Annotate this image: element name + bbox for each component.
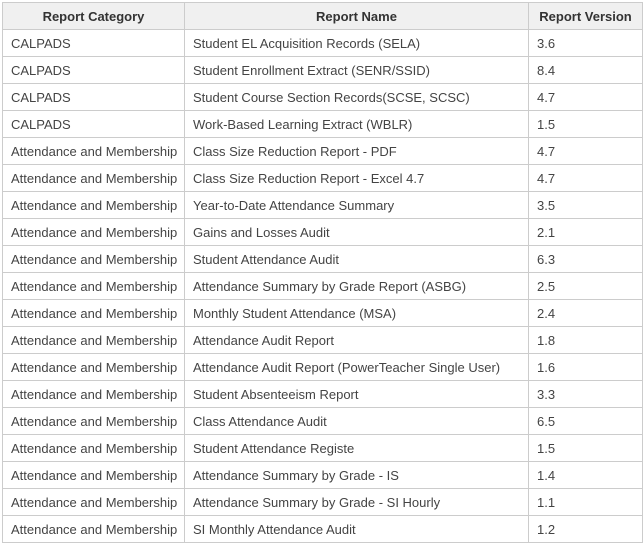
cell-name: Attendance Summary by Grade Report (ASBG… [184,272,529,300]
cell-name: Monthly Student Attendance (MSA) [184,299,529,327]
cell-category: Attendance and Membership [2,164,185,192]
cell-name: Work-Based Learning Extract (WBLR) [184,110,529,138]
column-header-report-version: Report Version [528,2,643,30]
cell-category: Attendance and Membership [2,353,185,381]
cell-version: 4.7 [528,164,643,192]
cell-version: 4.7 [528,137,643,165]
cell-version: 6.5 [528,407,643,435]
cell-category: Attendance and Membership [2,191,185,219]
cell-category: Attendance and Membership [2,515,185,543]
cell-version: 2.1 [528,218,643,246]
column-header-report-name: Report Name [184,2,529,30]
table-row: Attendance and Membership Class Size Redu… [2,164,643,192]
cell-name: Attendance Audit Report (PowerTeacher Si… [184,353,529,381]
cell-category: Attendance and Membership [2,272,185,300]
cell-category: Attendance and Membership [2,380,185,408]
cell-category: Attendance and Membership [2,137,185,165]
cell-category: Attendance and Membership [2,326,185,354]
cell-version: 1.2 [528,515,643,543]
table-row: Attendance and Membership Class Attendanc… [2,407,643,435]
column-header-report-category: Report Category [2,2,185,30]
cell-category: CALPADS [2,29,185,57]
cell-name: Class Size Reduction Report - Excel 4.7 [184,164,529,192]
table-row: Attendance and Membership Student Attenda… [2,434,643,462]
table-row: Attendance and Membership Monthly Student… [2,299,643,327]
cell-version: 3.5 [528,191,643,219]
cell-version: 1.4 [528,461,643,489]
cell-name: Class Size Reduction Report - PDF [184,137,529,165]
cell-version: 1.6 [528,353,643,381]
cell-version: 2.5 [528,272,643,300]
cell-version: 1.5 [528,434,643,462]
cell-category: Attendance and Membership [2,488,185,516]
table-row: CALPADS Student Enrollment Extract (SENR/… [2,56,643,84]
cell-category: CALPADS [2,83,185,111]
table-row: Attendance and Membership Attendance Audi… [2,353,643,381]
cell-name: Student Attendance Registe [184,434,529,462]
cell-version: 1.1 [528,488,643,516]
cell-version: 4.7 [528,83,643,111]
cell-name: Gains and Losses Audit [184,218,529,246]
cell-name: Attendance Summary by Grade - IS [184,461,529,489]
cell-name: Student Enrollment Extract (SENR/SSID) [184,56,529,84]
cell-version: 6.3 [528,245,643,273]
table-row: Attendance and Membership Year-to-Date At… [2,191,643,219]
cell-category: CALPADS [2,56,185,84]
cell-name: Year-to-Date Attendance Summary [184,191,529,219]
cell-name: Student Absenteeism Report [184,380,529,408]
cell-category: Attendance and Membership [2,461,185,489]
cell-category: Attendance and Membership [2,299,185,327]
table-row: Attendance and Membership Attendance Summ… [2,461,643,489]
cell-name: Student EL Acquisition Records (SELA) [184,29,529,57]
table-body: CALPADS Student EL Acquisition Records (S… [2,29,643,543]
table-header-row: Report Category Report Name Report Versi… [2,2,643,30]
cell-version: 1.8 [528,326,643,354]
cell-category: Attendance and Membership [2,434,185,462]
cell-version: 1.5 [528,110,643,138]
cell-version: 8.4 [528,56,643,84]
table-row: Attendance and Membership Gains and Losse… [2,218,643,246]
cell-category: CALPADS [2,110,185,138]
cell-name: Class Attendance Audit [184,407,529,435]
table-row: Attendance and Membership Attendance Audi… [2,326,643,354]
table-row: CALPADS Work-Based Learning Extract (WBLR… [2,110,643,138]
table-row: Attendance and Membership SI Monthly Atte… [2,515,643,543]
cell-name: Student Course Section Records(SCSE, SCS… [184,83,529,111]
cell-version: 3.6 [528,29,643,57]
cell-version: 2.4 [528,299,643,327]
table-row: Attendance and Membership Student Attenda… [2,245,643,273]
table-row: CALPADS Student Course Section Records(SC… [2,83,643,111]
cell-version: 3.3 [528,380,643,408]
table-row: Attendance and Membership Attendance Summ… [2,272,643,300]
table-row: Attendance and Membership Class Size Redu… [2,137,643,165]
cell-name: Attendance Summary by Grade - SI Hourly [184,488,529,516]
cell-category: Attendance and Membership [2,407,185,435]
cell-name: SI Monthly Attendance Audit [184,515,529,543]
table-row: Attendance and Membership Student Absente… [2,380,643,408]
table-row: Attendance and Membership Attendance Summ… [2,488,643,516]
cell-name: Student Attendance Audit [184,245,529,273]
table-row: CALPADS Student EL Acquisition Records (S… [2,29,643,57]
cell-name: Attendance Audit Report [184,326,529,354]
cell-category: Attendance and Membership [2,218,185,246]
cell-category: Attendance and Membership [2,245,185,273]
